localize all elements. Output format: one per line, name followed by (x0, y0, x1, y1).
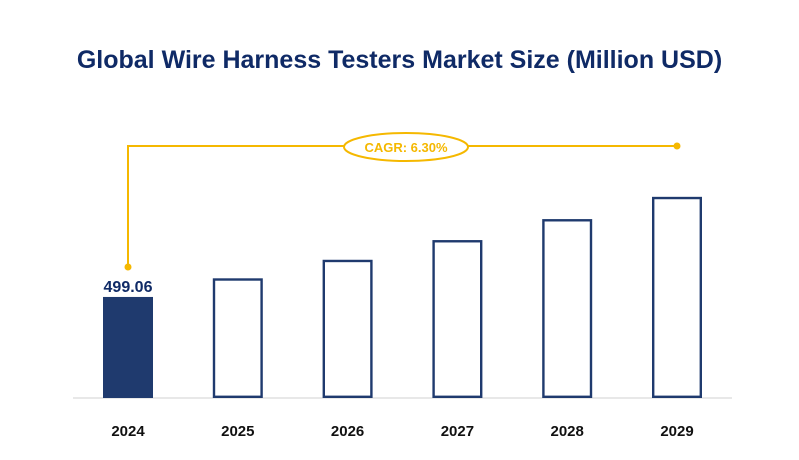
bar-2027 (432, 240, 483, 399)
x-tick-label-2029: 2029 (660, 423, 693, 440)
x-tick-label-2027: 2027 (441, 423, 474, 440)
bar-2028 (542, 219, 593, 399)
x-tick-label-2024: 2024 (111, 423, 145, 440)
cagr-end-dot (673, 142, 681, 150)
bar-2025 (212, 278, 263, 399)
x-tick-label-2026: 2026 (331, 423, 364, 440)
cagr-badge (343, 132, 469, 162)
cagr-start-dot (124, 263, 132, 271)
bar-2026 (322, 259, 373, 398)
cagr-label: CAGR: 6.30% (364, 140, 448, 155)
bar-2029 (652, 196, 703, 398)
bar-2024 (103, 296, 153, 398)
chart-title: Global Wire Harness Testers Market Size … (76, 46, 723, 74)
x-tick-label-2025: 2025 (221, 423, 254, 440)
x-tick-label-2028: 2028 (551, 423, 584, 440)
data-label-2024: 499.06 (104, 279, 153, 296)
cagr-line (127, 145, 677, 267)
